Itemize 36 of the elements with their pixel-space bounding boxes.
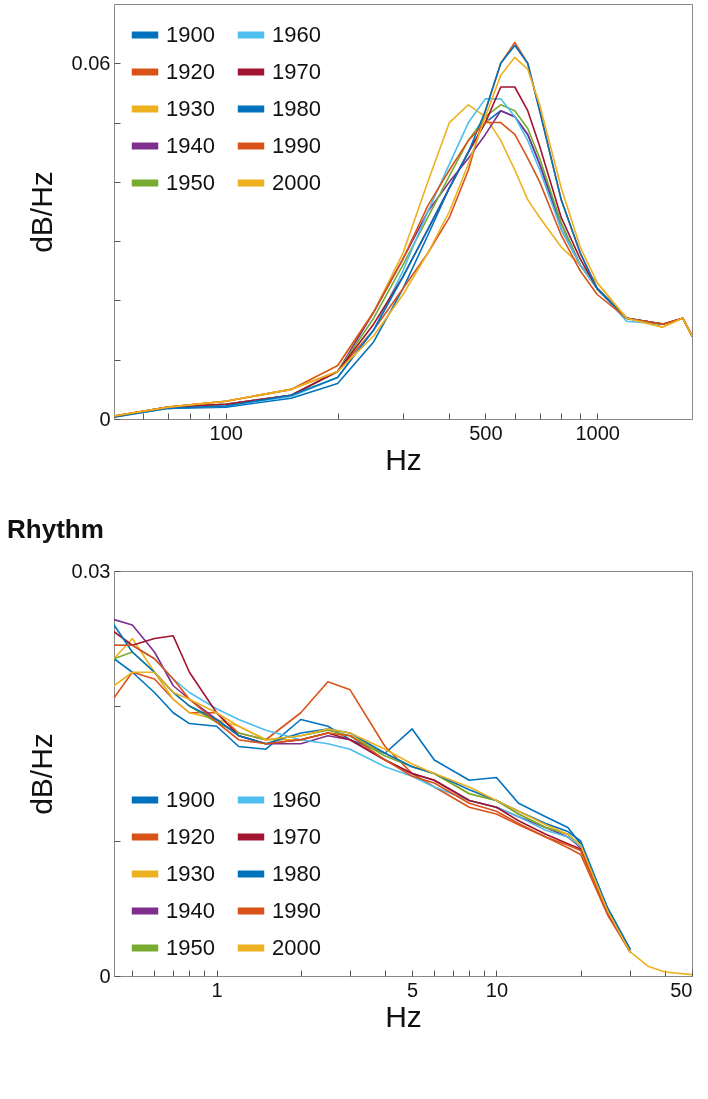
legend-label: 1990 bbox=[272, 133, 321, 158]
chart-title: Rhythm bbox=[7, 514, 104, 544]
y-tick-label: 0 bbox=[99, 964, 111, 987]
x-tick-label: 100 bbox=[209, 421, 243, 444]
legend-label: 1940 bbox=[166, 898, 215, 923]
legend-label: 1960 bbox=[272, 787, 321, 812]
x-tick-label: 5 bbox=[407, 978, 419, 1001]
legend-label: 1930 bbox=[166, 96, 215, 121]
legend-label: 1920 bbox=[166, 824, 215, 849]
legend-label: 1990 bbox=[272, 898, 321, 923]
legend-label: 1930 bbox=[166, 861, 215, 886]
y-axis-title: dB/Hz bbox=[24, 733, 58, 815]
legend-label: 1960 bbox=[272, 22, 321, 47]
x-tick-label: 1000 bbox=[575, 421, 620, 444]
x-tick-label: 50 bbox=[670, 978, 693, 1001]
legend-label: 1970 bbox=[272, 59, 321, 84]
x-axis-title: Hz bbox=[385, 442, 422, 476]
legend-label: 1970 bbox=[272, 824, 321, 849]
legend-label: 1920 bbox=[166, 59, 215, 84]
legend-label: 1980 bbox=[272, 861, 321, 886]
legend-label: 1980 bbox=[272, 96, 321, 121]
y-tick-label: 0.03 bbox=[71, 559, 111, 582]
x-tick-label: 500 bbox=[469, 421, 503, 444]
legend-label: 1950 bbox=[166, 170, 215, 195]
x-tick-label: 1 bbox=[211, 978, 223, 1001]
legend-label: 2000 bbox=[272, 935, 321, 960]
legend-label: 1900 bbox=[166, 787, 215, 812]
x-tick-label: 10 bbox=[485, 978, 509, 1001]
y-tick-label: 0.06 bbox=[71, 51, 111, 74]
x-axis-title: Hz bbox=[385, 999, 422, 1033]
legend-label: 1900 bbox=[166, 22, 215, 47]
legend-label: 2000 bbox=[272, 170, 321, 195]
y-tick-label: 0 bbox=[99, 407, 111, 430]
legend-label: 1950 bbox=[166, 935, 215, 960]
legend-label: 1940 bbox=[166, 133, 215, 158]
y-axis-title: dB/Hz bbox=[24, 171, 58, 253]
